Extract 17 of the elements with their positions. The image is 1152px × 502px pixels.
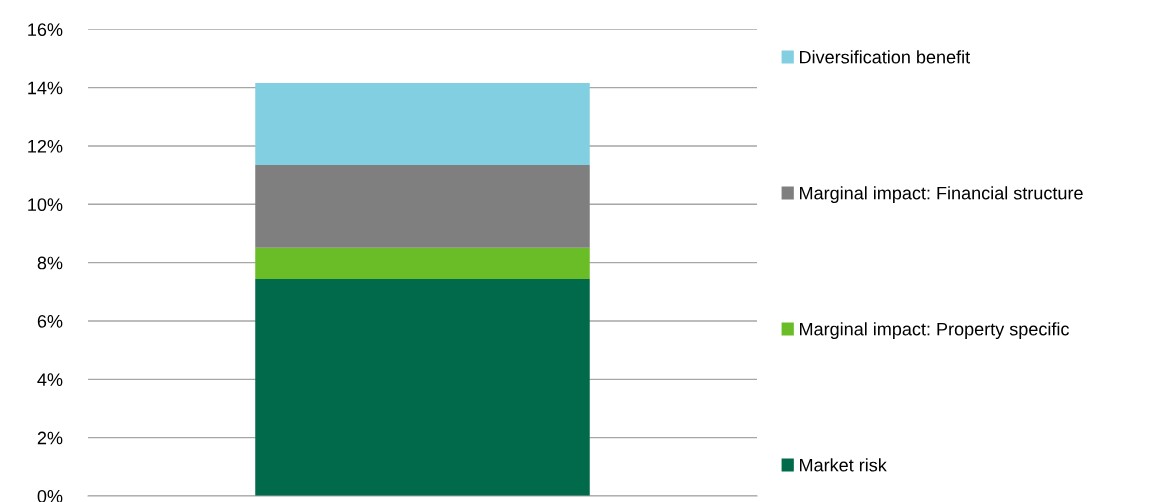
- y-tick-label: 4%: [37, 373, 63, 386]
- legend-label: Marginal impact: Financial structure: [800, 186, 1083, 204]
- y-tick-label: 6%: [37, 314, 63, 328]
- y-tick-label: 10%: [28, 198, 63, 212]
- bar: [255, 82, 590, 165]
- y-tick-label: 14%: [28, 81, 63, 95]
- bar: [255, 247, 590, 279]
- bar: [255, 278, 590, 496]
- y-tick-label: 12%: [28, 139, 63, 153]
- y-tick-label: 16%: [28, 23, 63, 37]
- legend-label: Marginal impact: Property specific: [800, 322, 1069, 340]
- y-tick-label: 0%: [37, 489, 63, 502]
- legend-label: Market risk: [800, 458, 887, 472]
- y-tick-label: 8%: [37, 256, 63, 270]
- y-tick-label: 2%: [37, 431, 63, 445]
- bar: [255, 164, 590, 248]
- legend-label: Diversification benefit: [800, 50, 970, 64]
